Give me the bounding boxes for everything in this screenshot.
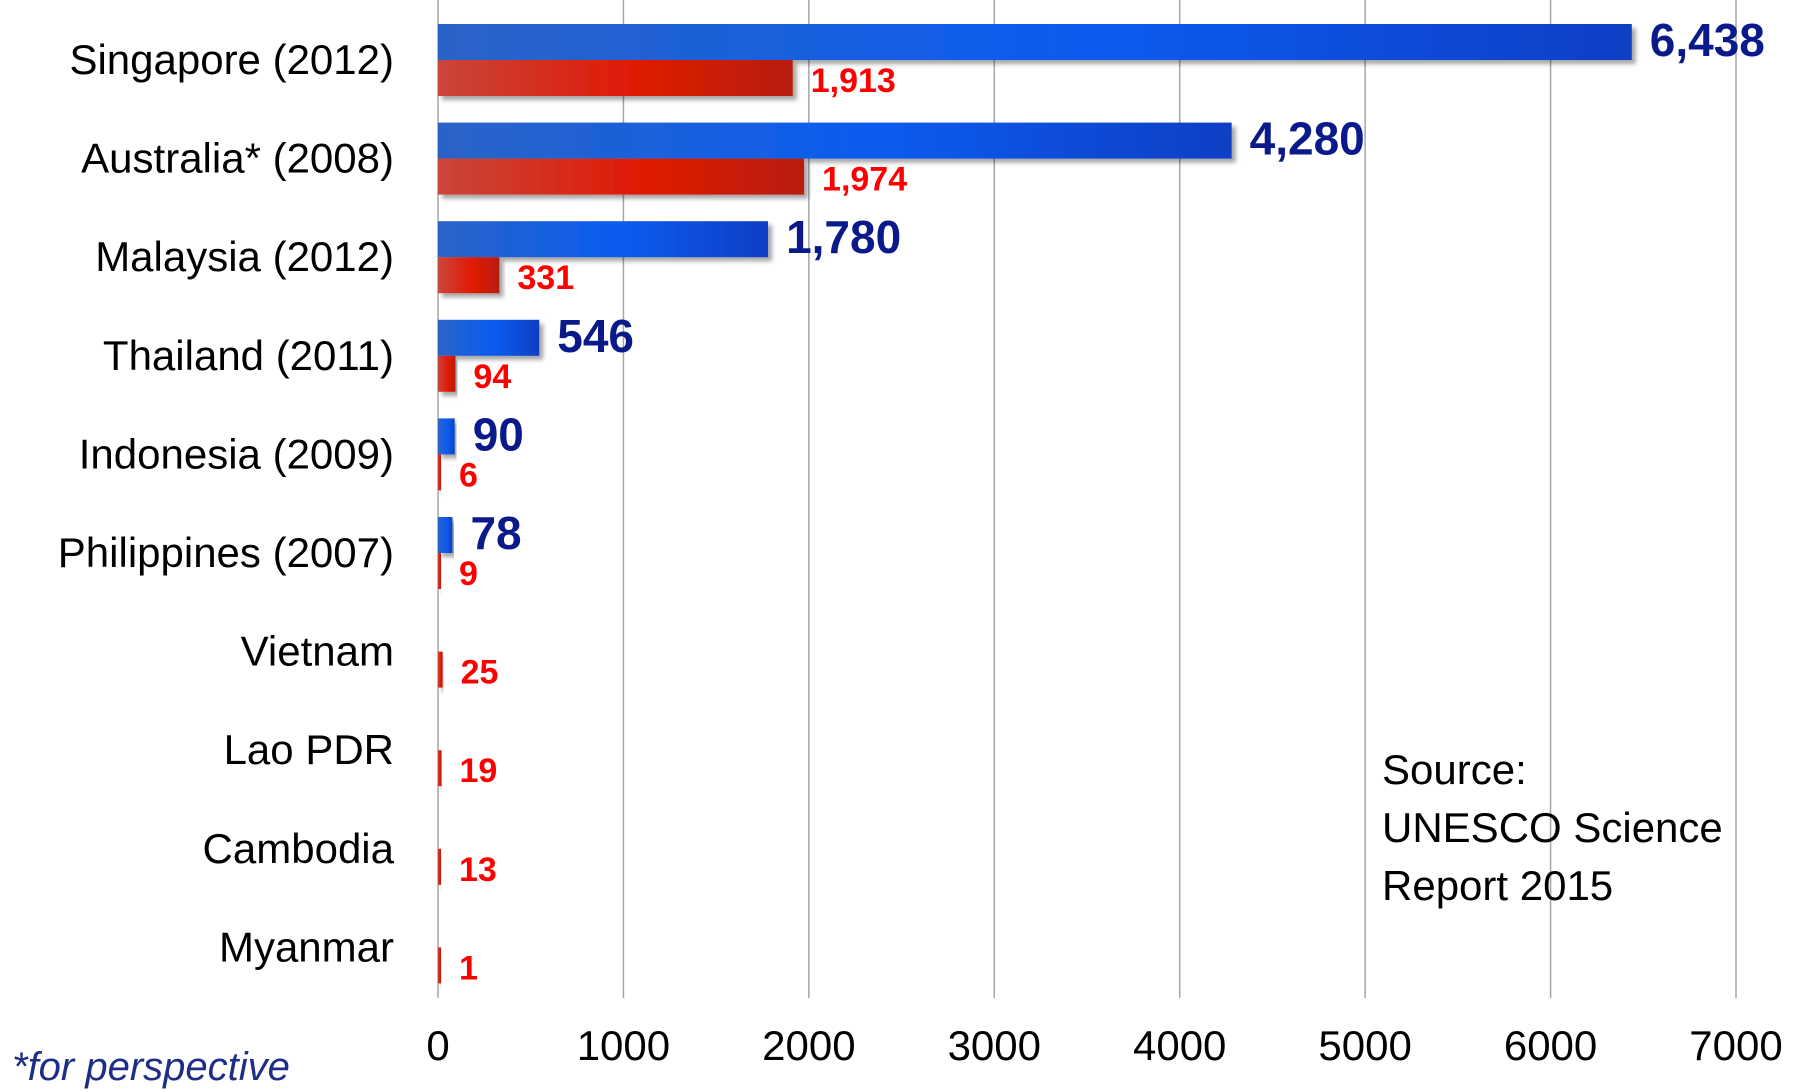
data-label-series-1: 4,280: [1250, 113, 1365, 165]
data-label-series-2: 6: [459, 456, 478, 494]
category-label: Myanmar: [219, 923, 394, 970]
source-line: Source:: [1382, 746, 1527, 793]
bar-series-2: [438, 750, 442, 787]
data-label-series-2: 331: [517, 259, 574, 297]
source-line: UNESCO Science: [1382, 804, 1723, 851]
footnote: *for perspective: [12, 1045, 290, 1089]
bar-series-2: [438, 158, 805, 195]
data-label-series-1: 1,780: [786, 211, 901, 263]
category-label: Singapore (2012): [69, 36, 394, 83]
category-label: Vietnam: [241, 628, 394, 675]
bar-series-2: [438, 355, 456, 392]
x-tick-label-4000: 4000: [1133, 1022, 1226, 1069]
bar-series-1: [438, 221, 769, 258]
bar-series-1: [438, 517, 453, 553]
category-label: Lao PDR: [224, 726, 394, 773]
category-label: Cambodia: [203, 825, 395, 872]
bar-series-2: [438, 257, 500, 294]
category-label: Australia* (2008): [81, 135, 394, 182]
x-tick-label-6000: 6000: [1504, 1022, 1597, 1069]
data-label-series-1: 546: [557, 310, 634, 362]
bar-series-2: [438, 651, 443, 688]
data-label-series-1: 90: [473, 408, 524, 460]
x-tick-label-2000: 2000: [762, 1022, 855, 1069]
bars: [438, 24, 1632, 984]
data-label-series-2: 19: [460, 752, 498, 790]
data-label-series-1: 6,438: [1650, 14, 1765, 66]
data-label-series-2: 94: [473, 358, 511, 396]
category-label: Thailand (2011): [103, 332, 394, 379]
category-label: Indonesia (2009): [79, 430, 394, 477]
category-label: Malaysia (2012): [95, 233, 394, 280]
x-axis-tick-labels: 0 1000 2000 3000 4000 5000 6000 7000: [426, 1022, 1782, 1069]
data-label-series-2: 9: [459, 555, 478, 593]
bar-series-1: [438, 319, 540, 356]
data-label-series-1: 78: [470, 507, 521, 559]
bar-series-2: [438, 947, 441, 984]
value-labels: 6,438 1,913 4,280 1,974 1,780 331 546 94 906 789 2…: [459, 14, 1765, 987]
bar-series-2: [438, 60, 793, 96]
category-labels: Singapore (2012) Australia* (2008) Malaysi…: [58, 36, 395, 970]
bar-series-1: [438, 122, 1232, 159]
x-tick-label-1000: 1000: [577, 1022, 670, 1069]
source-annotation: Source: UNESCO Science Report 2015: [1382, 746, 1723, 909]
bar-series-2: [438, 454, 441, 491]
data-label-series-2: 1,913: [811, 62, 896, 100]
bar-series-2: [438, 848, 441, 885]
x-tick-label-0: 0: [426, 1022, 449, 1069]
category-label: Philippines (2007): [58, 529, 394, 576]
x-tick-label-7000: 7000: [1689, 1022, 1782, 1069]
bar-series-1: [438, 418, 455, 455]
data-label-series-2: 13: [459, 851, 497, 889]
bar-series-2: [438, 553, 441, 589]
data-label-series-2: 25: [461, 654, 499, 692]
x-tick-label-5000: 5000: [1318, 1022, 1411, 1069]
bar-series-1: [438, 24, 1632, 60]
data-label-series-2: 1: [459, 949, 478, 987]
x-tick-label-3000: 3000: [948, 1022, 1041, 1069]
source-line: Report 2015: [1382, 862, 1613, 909]
data-label-series-2: 1,974: [822, 161, 907, 199]
